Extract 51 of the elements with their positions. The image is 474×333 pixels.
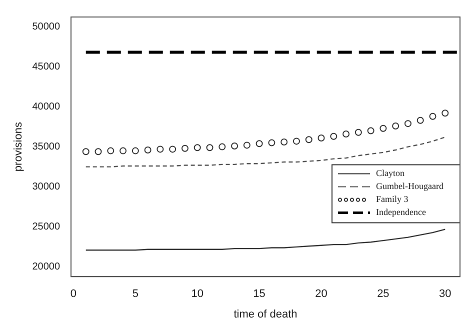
point: [169, 146, 176, 153]
x-axis-title: time of death: [234, 308, 298, 320]
point: [107, 147, 114, 154]
point: [243, 142, 250, 149]
point: [342, 130, 350, 138]
legend-label: Independence: [376, 207, 426, 218]
point: [94, 148, 102, 156]
point: [429, 112, 436, 120]
x-tick-label: 30: [439, 288, 452, 300]
y-tick-label: 40000: [32, 101, 60, 112]
point: [206, 144, 214, 152]
point: [292, 138, 300, 145]
point: [82, 148, 90, 156]
point: [416, 116, 424, 124]
point: [330, 132, 338, 140]
y-tick-label: 25000: [32, 222, 60, 233]
point: [318, 134, 325, 142]
point: [194, 144, 201, 152]
point: [380, 124, 387, 132]
point: [256, 140, 263, 148]
x-tick-label: 10: [191, 288, 204, 300]
x-tick-label: 5: [132, 288, 138, 300]
legend-label: Gumbel-Hougaard: [376, 181, 444, 192]
point: [442, 110, 449, 117]
point: [218, 143, 226, 150]
point: [132, 147, 139, 154]
point: [392, 122, 400, 130]
y-axis-title: provisions: [12, 122, 25, 172]
point: [404, 120, 412, 128]
point: [120, 147, 127, 154]
y-tick-label: 45000: [32, 61, 60, 72]
x-tick-label: 25: [377, 288, 390, 300]
y-tick-label: 35000: [32, 142, 60, 153]
x-tick-label: 15: [253, 288, 266, 300]
y-tick-label: 30000: [32, 182, 60, 193]
point: [354, 128, 362, 136]
point: [181, 144, 188, 152]
point: [144, 146, 152, 154]
point: [268, 139, 276, 146]
y-tick-label: 20000: [32, 262, 60, 273]
point: [156, 146, 164, 153]
legend-label: Family 3: [376, 194, 409, 204]
line-series: [85, 136, 446, 168]
legend-label: Clayton: [376, 168, 405, 178]
x-tick-label: 20: [315, 288, 328, 300]
point: [305, 136, 312, 144]
point: [367, 127, 374, 134]
point: [280, 138, 288, 146]
point: [231, 142, 238, 150]
x-tick-label: 0: [70, 288, 77, 300]
y-tick-label: 50000: [32, 21, 60, 32]
